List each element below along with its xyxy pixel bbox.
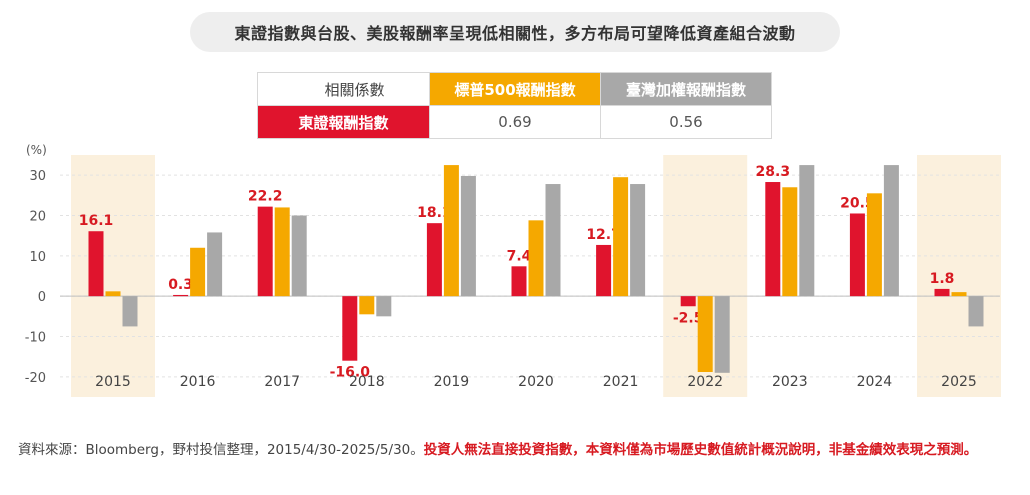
source-text: 資料來源：Bloomberg，野村投信整理，2015/4/30-2025/5/3… (18, 442, 424, 458)
bar-東證報酬指數-2023 (765, 182, 781, 297)
bar-東證報酬指數-2025 (934, 288, 950, 297)
bar-標普500報酬指數-2015 (105, 291, 121, 297)
data-label: 1.8 (930, 271, 955, 287)
data-label: 0.3 (168, 277, 193, 293)
bar-東證報酬指數-2021 (596, 244, 612, 297)
bar-chart: 30 20 10 0 -10 -20 (%) 16.1 0.3 22.2 -16.0 18.1 7.4 1… (25, 143, 1001, 397)
data-label: -2.5 (673, 310, 704, 326)
bar-臺灣加權報酬指數-2016 (207, 232, 223, 297)
bar-臺灣加權報酬指數-2019 (460, 175, 476, 297)
bar-標普500報酬指數-2022 (697, 296, 713, 372)
bar-東證報酬指數-2020 (511, 266, 527, 297)
bar-標普500報酬指數-2019 (443, 165, 459, 297)
data-label: 28.3 (756, 164, 791, 180)
data-label: 20.5 (840, 195, 875, 211)
correlation-table: 相關係數 標普500報酬指數 臺灣加權報酬指數 東證報酬指數 0.69 0.56 (257, 72, 772, 139)
data-label: 16.1 (79, 213, 114, 229)
disclaimer-text: 投資人無法直接投資指數，本資料僅為市場歷史數值統計概況說明，非基金績效表現之預測… (423, 442, 978, 458)
bar-標普500報酬指數-2017 (274, 207, 290, 297)
x-tick-label: 2017 (264, 374, 300, 390)
bar-臺灣加權報酬指數-2020 (545, 184, 561, 297)
correlation-data-row: 東證報酬指數 0.69 0.56 (257, 105, 772, 139)
bar-東證報酬指數-2016 (173, 294, 189, 297)
y-tick-label: -10 (25, 331, 46, 346)
x-tick-label: 2019 (434, 374, 470, 390)
source-note: 資料來源：Bloomberg，野村投信整理，2015/4/30-2025/5/3… (18, 440, 1018, 460)
bar-東證報酬指數-2015 (88, 231, 104, 297)
y-tick-label: 0 (38, 290, 46, 305)
bar-標普500報酬指數-2018 (359, 296, 375, 315)
bar-臺灣加權報酬指數-2017 (291, 215, 307, 297)
bar-標普500報酬指數-2024 (866, 193, 882, 297)
bar-臺灣加權報酬指數-2024 (883, 165, 899, 297)
x-tick-label: 2018 (349, 374, 385, 390)
bar-臺灣加權報酬指數-2015 (122, 296, 138, 327)
correlation-col-sp500: 標普500報酬指數 (429, 72, 601, 106)
bar-標普500報酬指數-2021 (613, 177, 629, 297)
bar-東證報酬指數-2019 (426, 223, 442, 297)
x-tick-label: 2020 (518, 374, 554, 390)
bar-東證報酬指數-2018 (342, 296, 358, 361)
bar-東證報酬指數-2022 (680, 296, 696, 307)
bar-標普500報酬指數-2023 (782, 187, 798, 297)
bar-臺灣加權報酬指數-2023 (799, 165, 815, 297)
highlight-band-2015 (71, 155, 155, 397)
correlation-header-label: 相關係數 (257, 72, 430, 106)
y-unit-label: (%) (26, 143, 47, 157)
bar-臺灣加權報酬指數-2018 (376, 296, 392, 317)
data-label: 12.7 (586, 227, 621, 243)
bar-臺灣加權報酬指數-2022 (714, 296, 730, 373)
data-label: 7.4 (507, 248, 532, 264)
x-tick-label: 2023 (772, 374, 808, 390)
correlation-value-sp500: 0.69 (429, 105, 601, 139)
y-tick-label: 20 (29, 210, 46, 225)
data-label: -16.0 (330, 365, 371, 381)
chart-title: 東證指數與台股、美股報酬率呈現低相關性，多方布局可望降低資產組合波動 (190, 12, 840, 52)
x-tick-label: 2016 (180, 374, 216, 390)
x-tick-label: 2025 (941, 374, 977, 390)
bar-標普500報酬指數-2020 (528, 220, 544, 297)
x-tick-label: 2024 (857, 374, 893, 390)
bar-臺灣加權報酬指數-2025 (968, 296, 984, 327)
correlation-value-taiex: 0.56 (600, 105, 772, 139)
x-tick-label: 2015 (95, 374, 131, 390)
data-label: 18.1 (417, 205, 452, 221)
bar-臺灣加權報酬指數-2021 (630, 184, 646, 297)
correlation-header-row: 相關係數 標普500報酬指數 臺灣加權報酬指數 (257, 72, 772, 106)
y-tick-label: -20 (25, 371, 46, 386)
x-tick-label: 2022 (687, 374, 723, 390)
y-tick-label: 30 (29, 169, 46, 184)
bar-標普500報酬指數-2025 (951, 292, 967, 297)
bar-標普500報酬指數-2016 (190, 247, 206, 297)
bar-東證報酬指數-2024 (849, 213, 865, 297)
correlation-row-label: 東證報酬指數 (257, 105, 430, 139)
data-label: 22.2 (248, 189, 283, 205)
highlight-band-2025 (917, 155, 1001, 397)
correlation-col-taiex: 臺灣加權報酬指數 (600, 72, 772, 106)
y-tick-label: 10 (29, 250, 46, 265)
bar-東證報酬指數-2017 (257, 206, 273, 297)
x-tick-label: 2021 (603, 374, 639, 390)
